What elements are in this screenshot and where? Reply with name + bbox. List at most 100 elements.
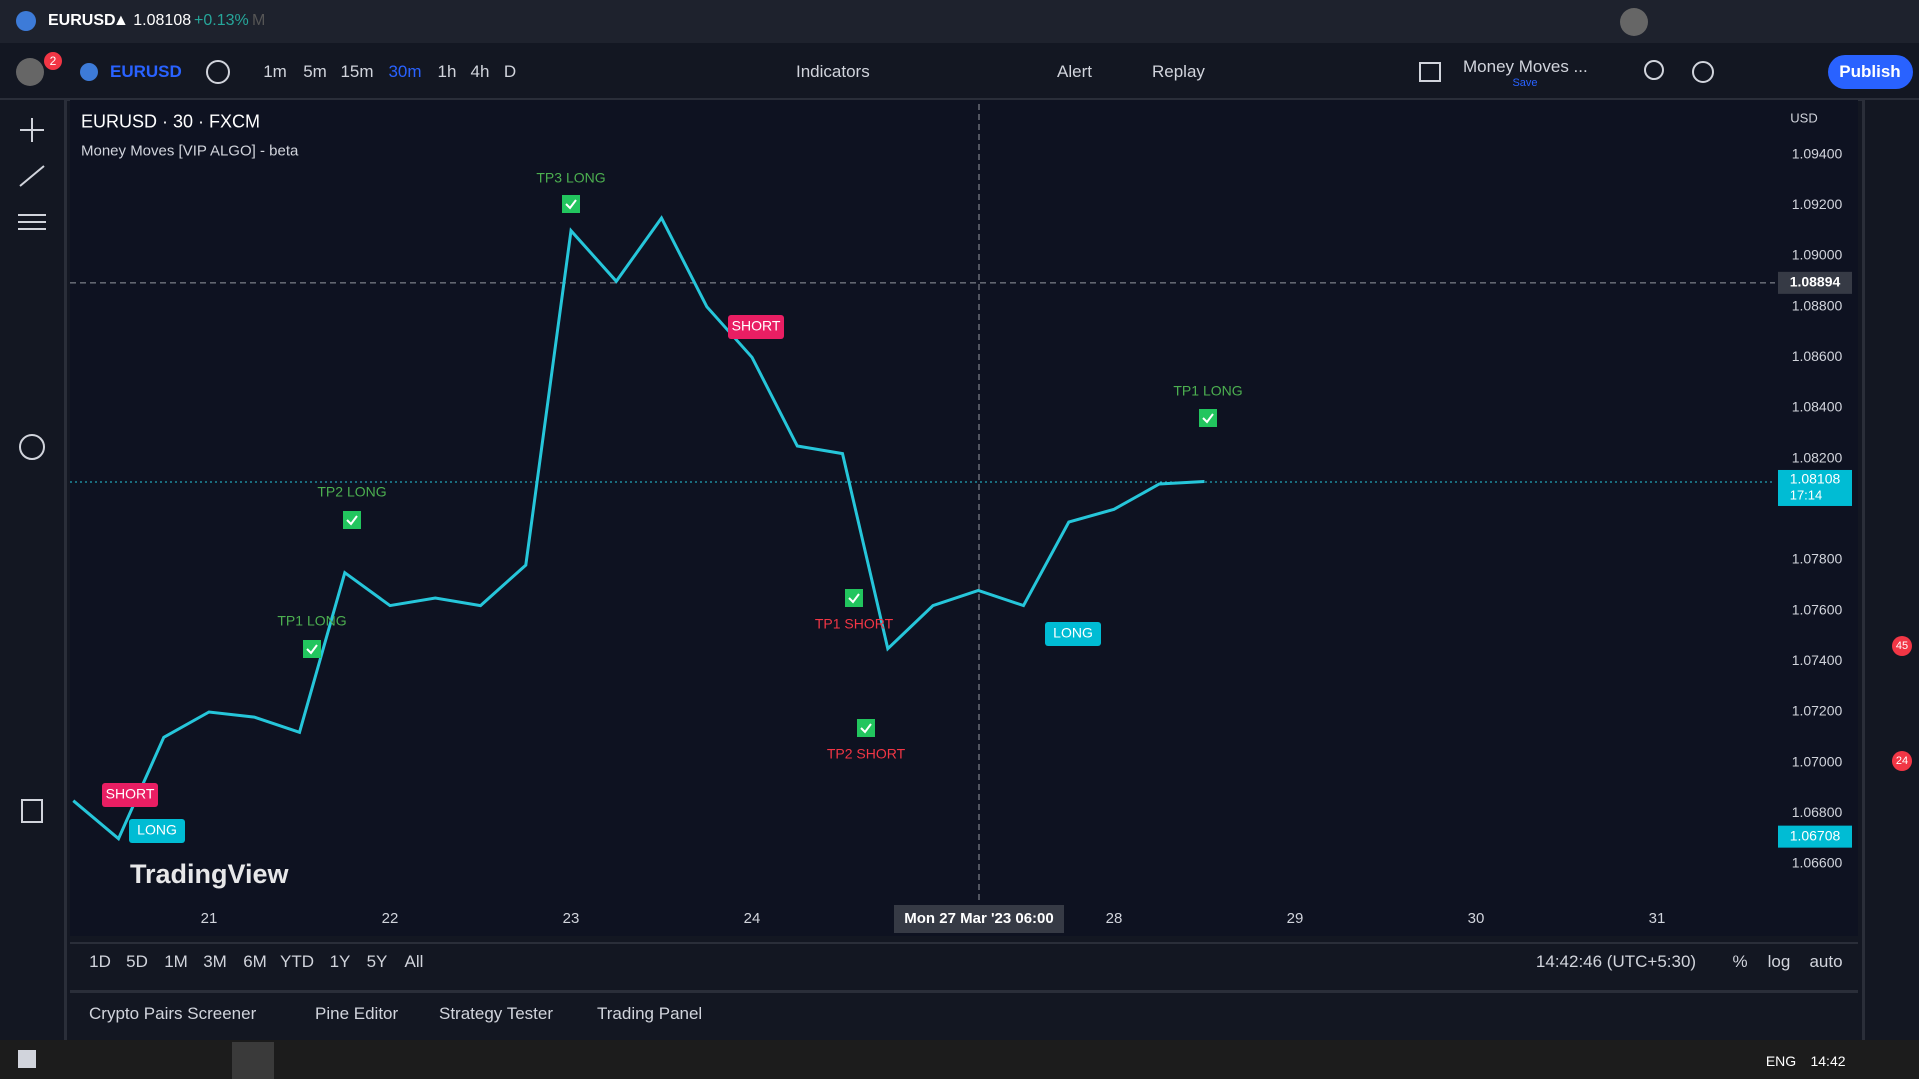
- add-symbol[interactable]: [206, 60, 230, 84]
- range-button[interactable]: YTD: [280, 952, 314, 971]
- countdown: 17:14: [1790, 487, 1823, 502]
- taskbar: [0, 1040, 1919, 1079]
- crosshair-time: Mon 27 Mar '23 06:00: [904, 910, 1053, 927]
- y-tick-label: 1.07600: [1792, 601, 1843, 617]
- signal-label: SHORT: [106, 786, 155, 802]
- last-price: 1.08108: [1790, 471, 1841, 487]
- start-button[interactable]: [18, 1050, 36, 1068]
- signal-label: LONG: [137, 822, 177, 838]
- y-tick-label: 1.06800: [1792, 804, 1843, 820]
- range-button[interactable]: 1D: [89, 952, 111, 971]
- signal-box: [728, 315, 784, 339]
- range-button[interactable]: 6M: [243, 952, 267, 971]
- layout-save: Save: [1512, 77, 1538, 89]
- clock: 14:42:46 (UTC+5:30): [1535, 952, 1697, 971]
- tab-change: +0.13%: [194, 12, 249, 29]
- currency-label: USD: [1790, 110, 1818, 126]
- watermark: TradingView: [130, 859, 290, 889]
- indicators-button[interactable]: Indicators: [796, 62, 870, 81]
- y-tick-label: 1.07000: [1792, 753, 1843, 769]
- x-tick-label: 30: [1468, 910, 1485, 927]
- tab-price: ▲ 1.08108: [113, 12, 192, 29]
- y-tick-label: 1.09000: [1792, 247, 1843, 263]
- settings-icon[interactable]: [1692, 61, 1714, 83]
- signal-check: [303, 640, 321, 658]
- taskbar-app[interactable]: [232, 1042, 274, 1079]
- signal-check: [562, 195, 580, 213]
- trash-tool[interactable]: [21, 799, 43, 823]
- signal-check: [1199, 409, 1217, 427]
- signal-check: [343, 511, 361, 529]
- range-button[interactable]: 5Y: [366, 952, 388, 971]
- signal-check-mark: [306, 644, 318, 655]
- x-tick-label: 22: [382, 910, 399, 927]
- range-button[interactable]: 5D: [126, 952, 148, 971]
- crosshair-time-box: [894, 905, 1064, 933]
- signal-check: [845, 589, 863, 607]
- interval-button[interactable]: 15m: [340, 62, 374, 81]
- log-toggle[interactable]: log: [1767, 952, 1791, 971]
- chart-pane: [70, 100, 1858, 936]
- profile-avatar[interactable]: [1620, 8, 1648, 36]
- y-tick-label: 1.07400: [1792, 652, 1843, 668]
- alert-button[interactable]: Alert: [1057, 62, 1092, 81]
- y-tick-label: 1.08400: [1792, 399, 1843, 415]
- range-button[interactable]: 3M: [203, 952, 227, 971]
- interval-button[interactable]: 5m: [303, 62, 327, 81]
- y-tick-label: 1.09200: [1792, 196, 1843, 212]
- left-toolbar: [0, 100, 67, 1040]
- percent-toggle[interactable]: %: [1732, 952, 1748, 971]
- crosshair-price-box: [1778, 271, 1852, 294]
- signal-check-mark: [1202, 413, 1214, 424]
- range-button[interactable]: 1Y: [329, 952, 351, 971]
- panel-tab[interactable]: Pine Editor: [315, 1004, 399, 1023]
- publish-label[interactable]: Publish: [1839, 62, 1901, 81]
- tab-extra: M: [252, 12, 266, 29]
- layout-toggle[interactable]: [1419, 62, 1441, 82]
- range-button[interactable]: All: [404, 952, 424, 971]
- search-icon[interactable]: [1644, 60, 1664, 80]
- symbol-name[interactable]: EURUSD: [110, 62, 182, 81]
- crosshair-price: 1.08894: [1790, 274, 1841, 290]
- y-tick-label: 1.08200: [1792, 449, 1843, 465]
- interval-button[interactable]: 4h: [470, 62, 490, 81]
- signal-label: LONG: [1053, 625, 1093, 641]
- emoji-tool[interactable]: [19, 434, 45, 460]
- interval-button[interactable]: D: [503, 62, 517, 81]
- signal-label: TP1 LONG: [277, 613, 346, 629]
- auto-toggle[interactable]: auto: [1809, 952, 1843, 971]
- symbol-logo-small: [80, 63, 98, 81]
- y-tick-label: 1.08800: [1792, 297, 1843, 313]
- right-sidebar: [1862, 100, 1919, 1040]
- marker-price: 1.06708: [1790, 827, 1841, 843]
- range-button[interactable]: 1M: [164, 952, 188, 971]
- range-bar: [70, 942, 1858, 986]
- taskbar-language: ENG: [1765, 1053, 1797, 1069]
- interval-button[interactable]: 30m: [388, 62, 422, 81]
- symbol-logo: [16, 11, 36, 31]
- panel-tab[interactable]: Trading Panel: [597, 1004, 703, 1023]
- replay-button[interactable]: Replay: [1152, 62, 1205, 81]
- signal-box: [1045, 622, 1101, 646]
- top-toolbar: [0, 44, 1919, 101]
- interval-button[interactable]: 1m: [263, 62, 287, 81]
- interval-button[interactable]: 1h: [437, 62, 457, 81]
- marker-price-box: [1778, 825, 1852, 848]
- publish-button[interactable]: [1828, 55, 1913, 89]
- layout-name[interactable]: Money Moves ...: [1463, 57, 1588, 76]
- tab-symbol: EURUSD: [48, 12, 116, 29]
- panel-tab[interactable]: Strategy Tester: [439, 1004, 554, 1023]
- panel-tab[interactable]: Crypto Pairs Screener: [89, 1004, 257, 1023]
- x-tick-label: 23: [563, 910, 580, 927]
- x-tick-label: 28: [1106, 910, 1123, 927]
- y-tick-label: 1.07800: [1792, 551, 1843, 567]
- signal-check: [857, 719, 875, 737]
- trend-line-tool[interactable]: [19, 165, 45, 187]
- avatar[interactable]: [16, 58, 44, 86]
- chart-subtitle: Money Moves [VIP ALGO] - beta: [81, 142, 299, 160]
- notification-count: 2: [49, 54, 57, 68]
- taskbar-time: 14:42: [1810, 1053, 1846, 1069]
